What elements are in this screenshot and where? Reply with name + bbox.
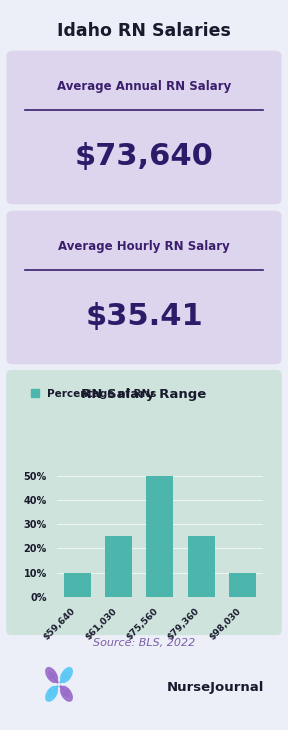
Text: Source: BLS, 2022: Source: BLS, 2022 <box>93 638 195 648</box>
Bar <box>188 537 215 597</box>
Text: RN Salary Range: RN Salary Range <box>82 388 206 401</box>
FancyBboxPatch shape <box>7 50 281 204</box>
Ellipse shape <box>61 668 72 683</box>
FancyBboxPatch shape <box>7 211 281 364</box>
Bar <box>229 572 256 597</box>
Text: Average Annual RN Salary: Average Annual RN Salary <box>57 80 231 93</box>
Text: $35.41: $35.41 <box>85 302 203 331</box>
Text: Average Hourly RN Salary: Average Hourly RN Salary <box>58 240 230 253</box>
Text: $73,640: $73,640 <box>75 142 213 171</box>
Ellipse shape <box>46 686 57 701</box>
Ellipse shape <box>61 686 72 701</box>
Bar <box>105 537 132 597</box>
Legend: Percentage of RNs: Percentage of RNs <box>26 385 161 403</box>
Bar <box>64 572 91 597</box>
Ellipse shape <box>46 668 57 683</box>
Text: Idaho RN Salaries: Idaho RN Salaries <box>57 22 231 40</box>
FancyBboxPatch shape <box>6 370 282 635</box>
Bar <box>147 476 173 597</box>
Text: NurseJournal: NurseJournal <box>167 681 264 694</box>
